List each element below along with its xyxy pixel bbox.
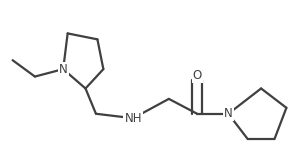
Text: N: N <box>59 63 68 76</box>
Text: N: N <box>224 107 233 120</box>
Text: O: O <box>193 69 202 82</box>
Text: NH: NH <box>124 112 142 125</box>
